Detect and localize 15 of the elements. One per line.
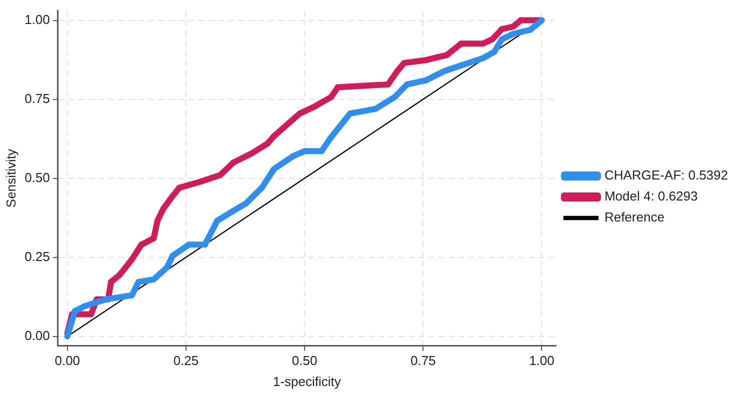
x-axis-title: 1-specificity xyxy=(272,374,342,389)
x-tick-label: 0.50 xyxy=(292,353,318,368)
y-tick-label: 0.25 xyxy=(24,248,50,264)
legend-label: Reference xyxy=(604,210,664,225)
y-tick-label: 0.00 xyxy=(24,328,50,343)
y-tick-label: 0.75 xyxy=(24,90,50,106)
x-tick-label: 1.00 xyxy=(529,353,554,368)
x-tick-label: 0.25 xyxy=(173,353,199,368)
y-axis-title: Sensitivity xyxy=(3,148,18,208)
x-tick-label: 0.00 xyxy=(54,353,80,368)
legend-label: CHARGE-AF: 0.5392 xyxy=(604,168,728,183)
y-tick-label: 0.50 xyxy=(24,170,50,185)
legend-label: Model 4: 0.6293 xyxy=(604,188,698,204)
x-tick-label: 0.75 xyxy=(410,353,436,368)
y-tick-label: 1.00 xyxy=(24,12,50,27)
